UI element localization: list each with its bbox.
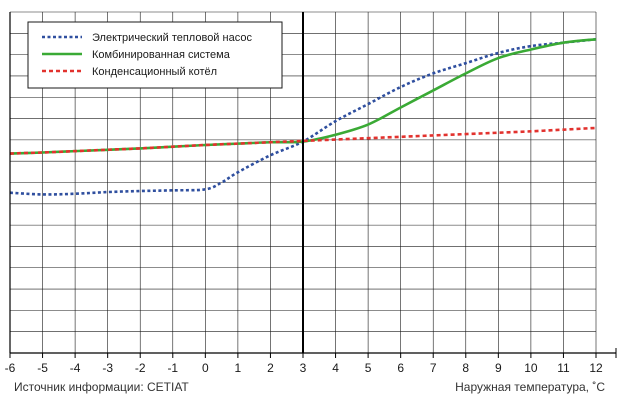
x-tick-label: -6 bbox=[5, 361, 16, 375]
x-tick-labels: -6 -5 -4 -3 -2 -1 0 1 2 3 4 5 6 7 8 9 10 11 12 bbox=[5, 361, 603, 375]
x-tick-label: 9 bbox=[495, 361, 502, 375]
x-tick-label: 3 bbox=[300, 361, 307, 375]
x-tick-label: -4 bbox=[70, 361, 81, 375]
x-tick-label: 4 bbox=[332, 361, 339, 375]
legend-label-3: Конденсационный котёл bbox=[92, 66, 217, 78]
x-axis-label: Наружная температура, ˚C bbox=[455, 380, 605, 394]
axes bbox=[9, 12, 617, 358]
x-tick-label: 2 bbox=[267, 361, 274, 375]
x-tick-label: 0 bbox=[202, 361, 209, 375]
x-tick-label: -5 bbox=[37, 361, 48, 375]
x-tick-label: 10 bbox=[524, 361, 538, 375]
x-tick-label: -3 bbox=[102, 361, 113, 375]
x-tick-label: 1 bbox=[235, 361, 242, 375]
series-line-1 bbox=[9, 37, 597, 196]
x-tick-label: -1 bbox=[167, 361, 178, 375]
source-note: Источник информации: CETIAT bbox=[14, 380, 189, 394]
x-tick-label: -2 bbox=[135, 361, 146, 375]
legend-label-1: Электрический тепловой насос bbox=[92, 32, 252, 44]
x-tick-label: 5 bbox=[365, 361, 372, 375]
x-tick-label: 11 bbox=[557, 361, 570, 375]
x-tick-label: 8 bbox=[462, 361, 469, 375]
x-tick-label: 6 bbox=[397, 361, 404, 375]
legend-label-2: Комбинированная система bbox=[92, 49, 231, 61]
x-tick-label: 7 bbox=[430, 361, 437, 375]
legend: Электрический тепловой насос Комбинирован… bbox=[27, 21, 283, 89]
x-tick-label: 12 bbox=[589, 361, 603, 375]
